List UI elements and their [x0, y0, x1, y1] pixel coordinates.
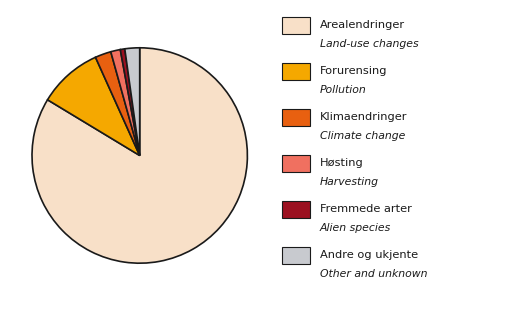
Wedge shape [111, 49, 140, 156]
Wedge shape [125, 48, 140, 156]
Wedge shape [120, 49, 140, 156]
Text: Fremmede arter: Fremmede arter [320, 204, 412, 214]
Text: Land-use changes: Land-use changes [320, 39, 419, 49]
Wedge shape [96, 52, 140, 156]
Text: Harvesting: Harvesting [320, 177, 379, 187]
Text: Andre og ukjente: Andre og ukjente [320, 250, 418, 260]
Text: Alien species: Alien species [320, 223, 391, 233]
Text: Other and unknown: Other and unknown [320, 269, 428, 279]
Text: Pollution: Pollution [320, 85, 367, 95]
Text: Klimaendringer: Klimaendringer [320, 112, 407, 122]
Text: Forurensing: Forurensing [320, 66, 388, 76]
Wedge shape [32, 48, 247, 263]
Text: Climate change: Climate change [320, 131, 405, 141]
Text: Høsting: Høsting [320, 158, 364, 168]
Wedge shape [48, 57, 140, 156]
Text: Arealendringer: Arealendringer [320, 20, 405, 30]
